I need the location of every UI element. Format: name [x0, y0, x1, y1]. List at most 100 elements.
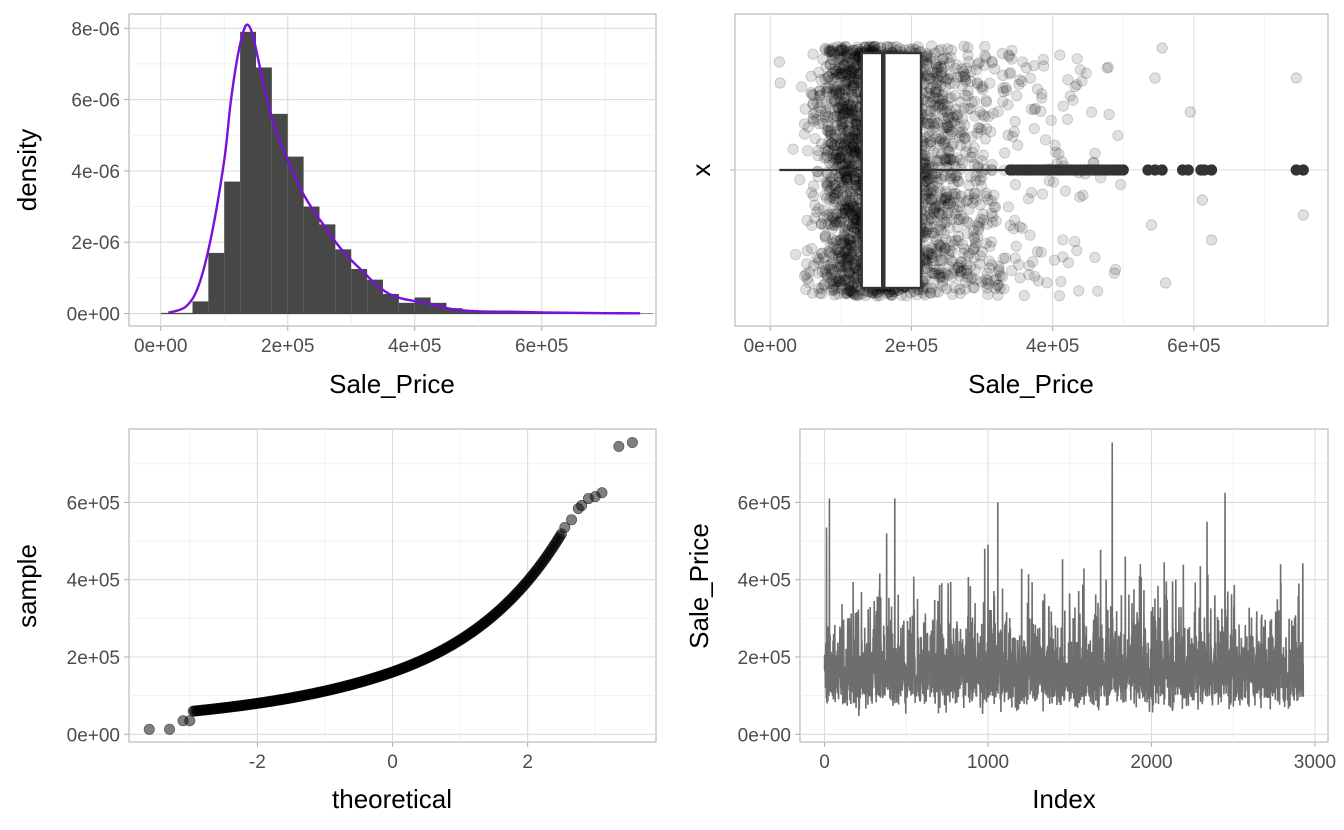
jitter-point: [830, 86, 842, 98]
jitter-point: [966, 96, 978, 108]
jitter-point: [849, 258, 861, 271]
qq-x-tick-label: 2: [522, 752, 533, 773]
jitter-point: [972, 58, 984, 70]
jitter-point: [831, 110, 843, 122]
jitter-point: [843, 177, 856, 189]
jitter-point: [930, 86, 942, 98]
jitter-point: [825, 191, 837, 203]
jitter-point: [833, 185, 845, 197]
jitter-point: [799, 103, 811, 115]
jitter-point: [844, 195, 856, 207]
index-x-tick-label: 3000: [1294, 752, 1336, 773]
jitter-point: [839, 136, 852, 148]
jitter-point: [847, 66, 859, 78]
jitter-point: [926, 243, 938, 255]
jitter-point: [944, 254, 957, 266]
jitter-point: [1005, 67, 1017, 79]
histogram-x-tick-label: 6e+05: [515, 336, 568, 357]
histogram-bar: [636, 313, 653, 314]
jitter-point: [926, 254, 938, 267]
jitter-point: [823, 126, 835, 138]
jitter-point: [843, 157, 855, 169]
jitter-point: [928, 214, 940, 226]
jitter-point: [942, 112, 955, 124]
jitter-point: [846, 100, 858, 112]
jitter-point: [970, 194, 982, 206]
jitter-point: [847, 140, 859, 152]
jitter-point: [827, 241, 839, 254]
jitter-point: [812, 170, 824, 183]
jitter-point: [935, 70, 948, 83]
jitter-point: [801, 273, 814, 285]
histogram-y-tick-label: 0e+00: [67, 305, 120, 326]
jitter-point: [978, 59, 990, 71]
jitter-point: [835, 133, 848, 145]
jitter-point: [847, 200, 859, 213]
jitter-point: [829, 94, 841, 106]
qq-x-axis-title: theoretical: [332, 784, 452, 814]
jitter-point: [834, 259, 846, 271]
jitter-point: [974, 174, 986, 186]
jitter-point: [933, 271, 946, 283]
jitter-point: [972, 224, 985, 236]
index-y-ticks: 0e+00 2e+05 4e+05 6e+05: [738, 493, 800, 746]
jitter-point: [807, 180, 820, 192]
jitter-point: [931, 243, 944, 255]
jitter-point: [1003, 51, 1015, 63]
jitter-point: [957, 247, 969, 259]
jitter-point: [823, 208, 835, 220]
jitter-point: [834, 216, 846, 228]
jitter-point: [959, 283, 971, 295]
jitter-point: [991, 273, 1003, 285]
index-x-tick-label: 0: [819, 752, 830, 773]
jitter-point: [828, 208, 840, 220]
jitter-point: [974, 250, 986, 262]
jitter-point: [837, 44, 849, 56]
jitter-point: [1003, 49, 1015, 61]
jitter-point: [981, 218, 993, 230]
jitter-point: [925, 139, 937, 152]
jitter-point: [831, 71, 843, 83]
jitter-point: [944, 153, 956, 166]
jitter-point: [1022, 193, 1035, 205]
jitter-point: [929, 47, 941, 59]
jitter-point: [992, 279, 1004, 291]
jitter-point: [1112, 129, 1124, 142]
jitter-point: [1037, 53, 1049, 66]
jitter-point: [1002, 99, 1014, 111]
qq-points: [143, 437, 638, 735]
jitter-point: [1014, 221, 1026, 233]
jitter-point: [826, 173, 839, 185]
jitter-point: [979, 133, 992, 145]
jitter-point: [833, 247, 846, 259]
jitter-point: [937, 271, 950, 283]
jitter-point: [847, 160, 859, 172]
jitter-point: [800, 283, 812, 295]
jitter-point: [932, 61, 945, 73]
jitter-point: [816, 248, 828, 260]
jitter-point: [813, 90, 826, 102]
jitter-point: [841, 165, 853, 178]
histogram-bar: [351, 268, 368, 314]
jitter-point: [834, 137, 846, 149]
jitter-point: [840, 66, 852, 78]
jitter-point: [1036, 188, 1049, 200]
jitter-point: [848, 109, 860, 121]
jitter-point: [1115, 178, 1127, 191]
jitter-point: [952, 175, 964, 187]
jitter-point: [848, 53, 860, 65]
jitter-point: [955, 265, 967, 278]
jitter-point: [1023, 269, 1035, 281]
boxplot-x-ticks: 0e+00 2e+05 4e+05 6e+05: [744, 326, 1221, 357]
jitter-point: [869, 40, 881, 53]
jitter-point: [1024, 72, 1037, 84]
jitter-point: [957, 65, 969, 78]
jitter-point: [964, 171, 977, 183]
jitter-point: [968, 192, 980, 204]
jitter-point: [848, 222, 861, 234]
jitter-point: [774, 77, 786, 89]
index-x-axis-title: Index: [1032, 784, 1096, 814]
jitter-point: [841, 171, 853, 183]
jitter-point: [829, 72, 841, 84]
